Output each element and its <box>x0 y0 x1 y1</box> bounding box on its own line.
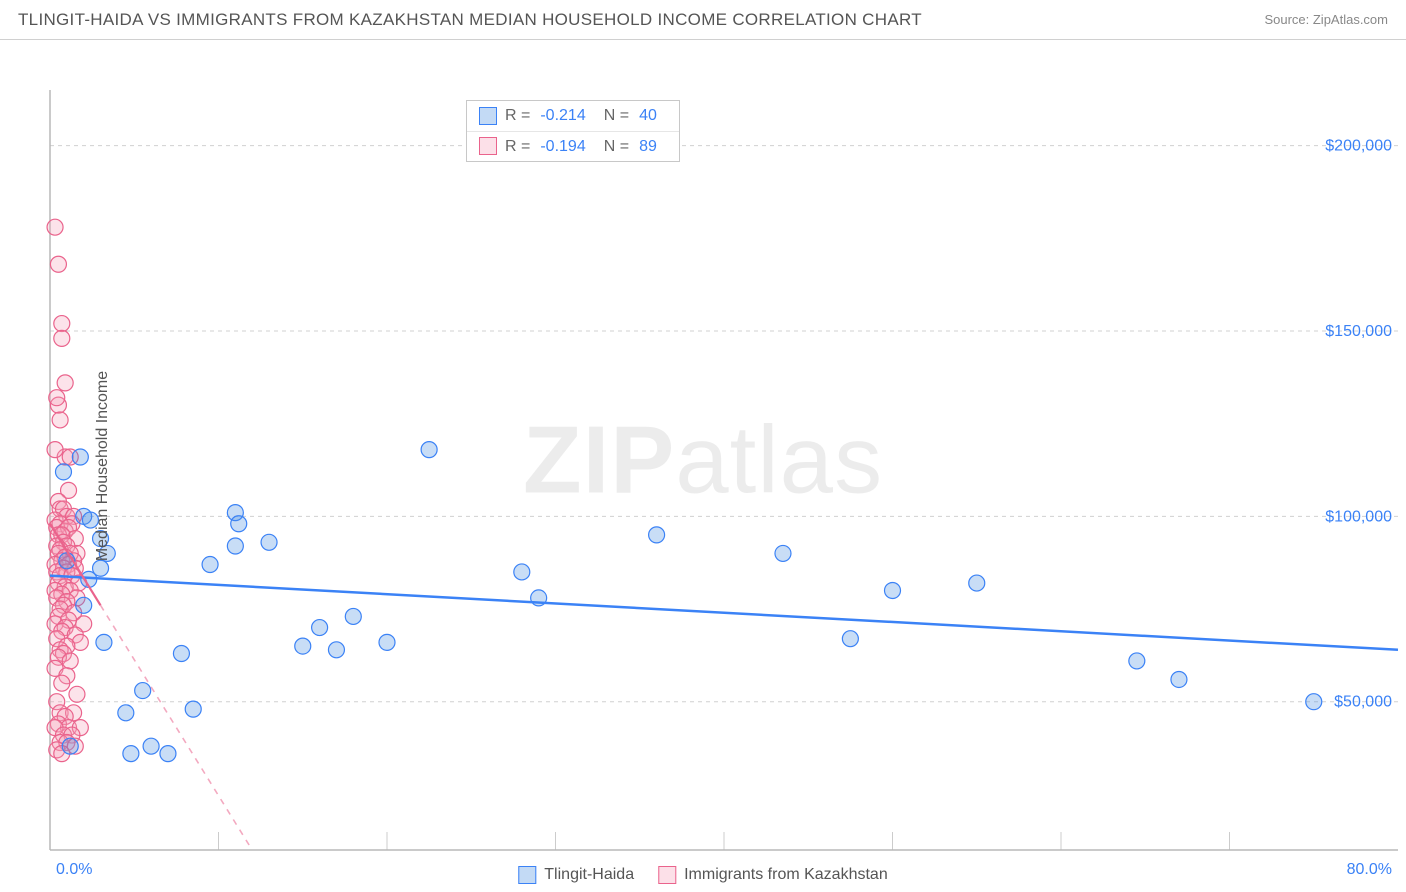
chart-title: TLINGIT-HAIDA VS IMMIGRANTS FROM KAZAKHS… <box>18 10 922 30</box>
chart-header: TLINGIT-HAIDA VS IMMIGRANTS FROM KAZAKHS… <box>0 0 1406 40</box>
correlation-legend-row: R = -0.194N = 89 <box>467 131 679 162</box>
series-legend: Tlingit-Haida Immigrants from Kazakhstan <box>518 866 887 884</box>
svg-text:0.0%: 0.0% <box>56 861 92 878</box>
chart-canvas: Median Household Income $50,000$100,000$… <box>0 40 1406 892</box>
y-axis-label: Median Household Income <box>94 371 112 561</box>
source-link[interactable]: ZipAtlas.com <box>1313 12 1388 27</box>
svg-text:$200,000: $200,000 <box>1325 138 1392 155</box>
series-legend-item: Tlingit-Haida <box>518 866 634 884</box>
svg-text:$150,000: $150,000 <box>1325 323 1392 340</box>
chart-source: Source: ZipAtlas.com <box>1264 12 1388 27</box>
svg-text:$100,000: $100,000 <box>1325 508 1392 525</box>
scatter-plot-svg: $50,000 $100,000 $150,000 $200,000 0.0% 80.0% <box>0 40 1406 892</box>
correlation-legend: R = -0.214N = 40R = -0.194N = 89 <box>466 100 680 162</box>
svg-text:80.0%: 80.0% <box>1347 861 1392 878</box>
svg-text:$50,000: $50,000 <box>1334 694 1392 711</box>
series-legend-item: Immigrants from Kazakhstan <box>658 866 888 884</box>
source-label: Source: <box>1264 12 1312 27</box>
correlation-legend-row: R = -0.214N = 40 <box>467 101 679 131</box>
